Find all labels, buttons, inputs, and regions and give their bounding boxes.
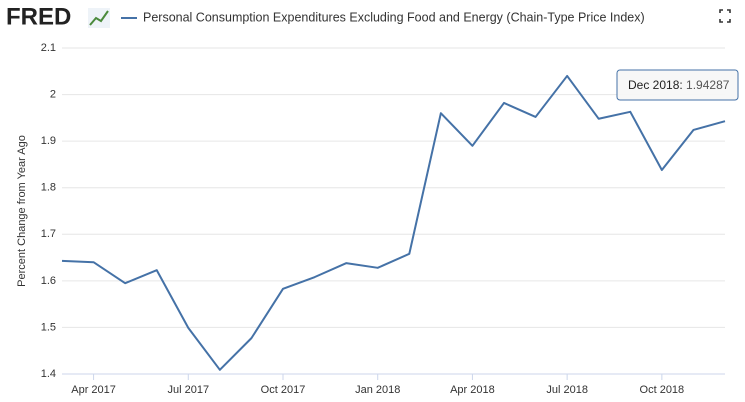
y-axis-label: Percent Change from Year Ago	[16, 135, 28, 287]
y-tick-label: 1.5	[41, 321, 56, 333]
tooltip-label: Dec 2018: 1.94287	[628, 78, 730, 92]
x-tick-label: Jul 2017	[167, 384, 209, 396]
y-tick-label: 2	[50, 88, 56, 100]
logo: FRED	[6, 3, 71, 30]
fullscreen-icon[interactable]	[719, 9, 731, 23]
y-tick-label: 1.8	[41, 182, 56, 194]
logo-icon	[88, 8, 110, 28]
data-line	[61, 74, 726, 371]
y-tick-label: 1.9	[41, 135, 56, 147]
x-tick-label: Apr 2017	[71, 384, 116, 396]
y-tick-label: 1.4	[41, 368, 56, 380]
legend-label: Personal Consumption Expenditures Exclud…	[143, 10, 645, 24]
x-tick-label: Oct 2018	[640, 384, 685, 396]
tooltip: Dec 2018: 1.94287	[616, 69, 739, 101]
y-tick-label: 2.1	[41, 42, 56, 54]
x-tick-label: Apr 2018	[450, 384, 495, 396]
x-tick-label: Jul 2018	[546, 384, 588, 396]
x-tick-label: Oct 2017	[261, 384, 306, 396]
tooltip-value: 1.94287	[686, 78, 730, 92]
x-tick-label: Jan 2018	[355, 384, 400, 396]
y-tick-label: 1.7	[41, 228, 56, 240]
y-tick-label: 1.6	[41, 275, 56, 287]
